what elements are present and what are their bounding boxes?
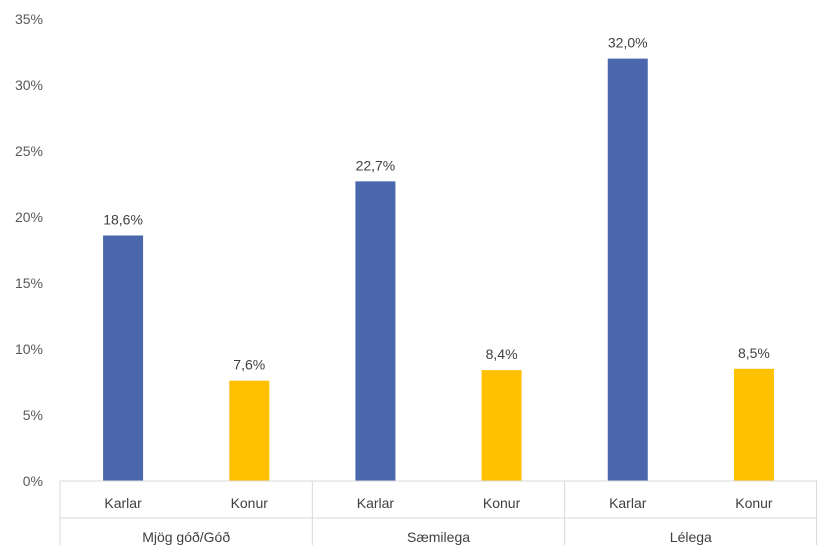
x-group-label: Mjög góð/Góð	[142, 529, 230, 545]
bar-konur	[229, 380, 270, 481]
y-tick-label: 20%	[15, 209, 43, 225]
bar-karlar	[607, 58, 648, 481]
bar-series	[103, 58, 774, 482]
x-category-label: Karlar	[357, 495, 395, 511]
y-axis: 0% 5% 10% 15% 20% 25% 30% 35%	[15, 11, 43, 489]
bar-karlar	[103, 235, 144, 481]
x-category-label: Konur	[483, 495, 521, 511]
data-label: 7,6%	[233, 357, 265, 373]
data-label: 32,0%	[608, 35, 648, 51]
x-group-label: Sæmilega	[407, 529, 470, 545]
data-label: 18,6%	[103, 211, 143, 227]
data-label: 8,4%	[486, 346, 518, 362]
y-tick-label: 25%	[15, 143, 43, 159]
y-tick-label: 0%	[23, 473, 43, 489]
x-group-label: Lélega	[670, 529, 712, 545]
x-category-label: Karlar	[104, 495, 142, 511]
data-label: 22,7%	[356, 157, 396, 173]
x-category-label: Konur	[735, 495, 773, 511]
x-axis: Karlar Konur Mjög góð/Góð Karlar Konur Sæmile…	[59, 480, 817, 545]
data-labels: 18,6% 7,6% 22,7% 8,4% 32,0% 8,5%	[103, 35, 770, 373]
bar-konur	[481, 370, 522, 481]
y-tick-label: 5%	[23, 407, 43, 423]
y-tick-label: 30%	[15, 77, 43, 93]
data-label: 8,5%	[738, 345, 770, 361]
bar-karlar	[355, 181, 396, 482]
x-category-label: Karlar	[609, 495, 647, 511]
bar-konur	[733, 368, 774, 481]
x-category-label: Konur	[231, 495, 269, 511]
y-tick-label: 35%	[15, 11, 43, 27]
y-tick-label: 10%	[15, 341, 43, 357]
y-tick-label: 15%	[15, 275, 43, 291]
